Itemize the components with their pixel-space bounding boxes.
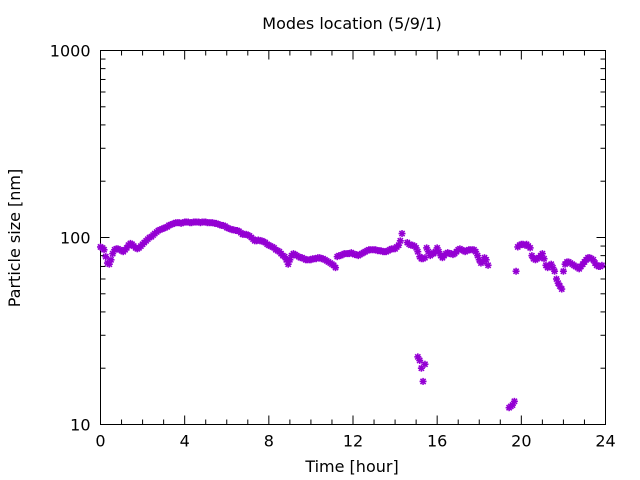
data-point [559,267,567,275]
data-points [97,218,606,412]
y-tick-label: 10 [70,416,90,435]
data-point [416,356,424,364]
data-point [484,261,492,269]
x-tick-label: 4 [180,432,190,451]
y-axis-label: Particle size [nm] [5,169,24,308]
data-point [414,353,422,361]
x-tick-label: 0 [95,432,105,451]
data-point [558,285,566,293]
data-point [396,237,404,245]
y-tick-label: 1000 [50,42,91,61]
data-point [421,360,429,368]
data-point [551,267,559,275]
axis-ticks [100,50,606,425]
data-point [419,377,427,385]
x-tick-label: 16 [427,432,447,451]
data-point [107,256,115,264]
data-point [332,264,340,272]
data-point [598,261,606,269]
data-point [526,244,534,252]
chart-title: Modes location (5/9/1) [262,14,441,33]
data-point [482,256,490,264]
data-point [398,230,406,238]
plot-frame [100,50,606,425]
data-point [540,255,548,263]
x-tick-label: 8 [264,432,274,451]
data-point [512,267,520,275]
x-tick-label: 24 [595,432,615,451]
x-axis-label: Time [hour] [304,457,398,476]
x-tick-label: 12 [343,432,363,451]
y-tick-label: 100 [60,229,91,248]
data-point [100,246,108,254]
data-point [510,397,518,405]
axis-tick-labels: 0 4 8 12 16 20 24 10 100 1000 [50,42,616,451]
x-tick-label: 20 [511,432,531,451]
data-point [102,253,110,261]
